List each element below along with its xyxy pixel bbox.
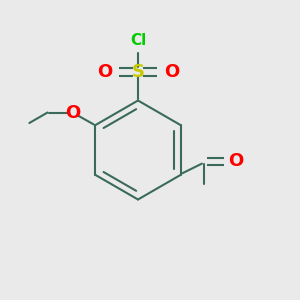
Text: O: O: [97, 63, 112, 81]
Text: O: O: [164, 63, 179, 81]
Text: Cl: Cl: [130, 33, 146, 48]
Text: S: S: [131, 63, 145, 81]
Text: O: O: [228, 152, 244, 170]
Text: O: O: [65, 103, 81, 122]
